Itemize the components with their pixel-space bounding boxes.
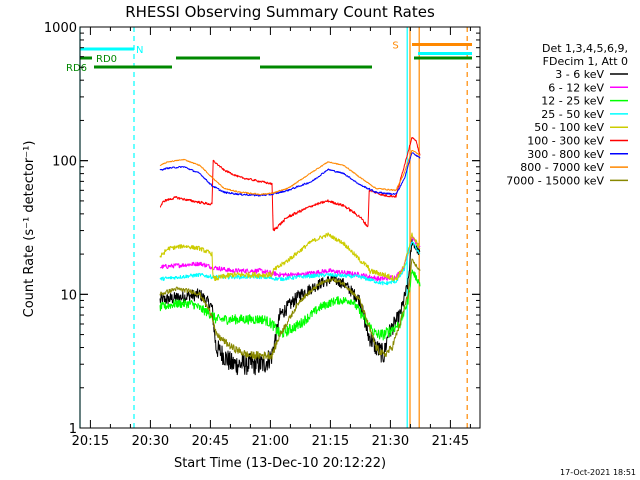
legend-entry-label: 6 - 12 keV [548,81,604,94]
x-tick-label: 21:00 [252,434,289,449]
legend-entry-label: 800 - 7000 keV [520,161,604,174]
axes: 1 10 100 1000 20:15 20:30 20:45 21:00 21:15 21:30… [44,21,481,449]
legend-entry-label: 7000 - 15000 keV [506,174,604,187]
plot-background [80,27,480,428]
legend-entry-label: 12 - 25 keV [541,95,604,108]
x-tick-label: 20:45 [192,434,229,449]
y-tick-label: 100 [52,155,77,170]
series-line [159,258,421,360]
y-tick-label: 10 [60,288,77,303]
legend-entry-label: 300 - 800 keV [527,148,604,161]
status-annotation: N [136,45,143,56]
series-layer [159,137,421,376]
series-line [159,241,421,286]
legend-header: Det 1,3,4,5,6,9, [542,42,628,55]
legend-entry-label: 25 - 50 keV [541,108,604,121]
x-tick-label: 21:15 [312,434,349,449]
x-tick-label: 20:15 [72,434,109,449]
chart-title: RHESSI Observing Summary Count Rates [125,3,435,21]
series-line [159,232,421,282]
legend-entry-label: 100 - 300 keV [527,135,604,148]
status-annotation: RD0 [96,54,117,65]
series-line [159,269,421,341]
plot-area [80,27,480,428]
y-axis-label: Count Rate (s⁻¹ detector⁻¹) [22,141,37,318]
series-line [159,152,421,197]
status-bars: N RD0 RD6 S [66,41,472,74]
x-tick-label: 21:30 [372,434,409,449]
x-tick-label: 21:45 [432,434,469,449]
plot-frame [79,26,481,429]
legend: Det 1,3,4,5,6,9,FDecim 1, Att 03 - 6 keV… [506,42,628,187]
y-tick-label: 1000 [44,21,77,36]
x-tick-label: 20:30 [132,434,169,449]
series-line [159,149,421,196]
status-annotation: S [392,41,398,52]
legend-entry-label: 3 - 6 keV [555,68,604,81]
legend-entry-label: 50 - 100 keV [534,121,604,134]
legend-header: FDecim 1, Att 0 [543,55,628,68]
y-tick-label: 1 [69,422,77,437]
status-annotation: RD6 [66,63,87,74]
x-axis-label: Start Time (13-Dec-10 20:12:22) [174,456,386,471]
footer-timestamp: 17-Oct-2021 18:51 [560,468,636,477]
